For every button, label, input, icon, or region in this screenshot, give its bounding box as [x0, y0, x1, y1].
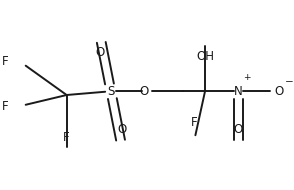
Text: F: F: [191, 116, 197, 129]
Text: F: F: [2, 55, 9, 68]
Text: O: O: [274, 85, 283, 98]
Text: N: N: [234, 85, 243, 98]
Text: OH: OH: [196, 50, 214, 63]
Text: +: +: [243, 73, 250, 82]
Text: F: F: [63, 131, 70, 144]
Text: −: −: [285, 77, 294, 87]
Text: F: F: [2, 100, 9, 113]
Text: O: O: [234, 123, 243, 136]
Text: O: O: [117, 123, 127, 136]
Text: O: O: [95, 46, 104, 59]
Text: O: O: [140, 85, 149, 98]
Text: S: S: [107, 85, 115, 98]
